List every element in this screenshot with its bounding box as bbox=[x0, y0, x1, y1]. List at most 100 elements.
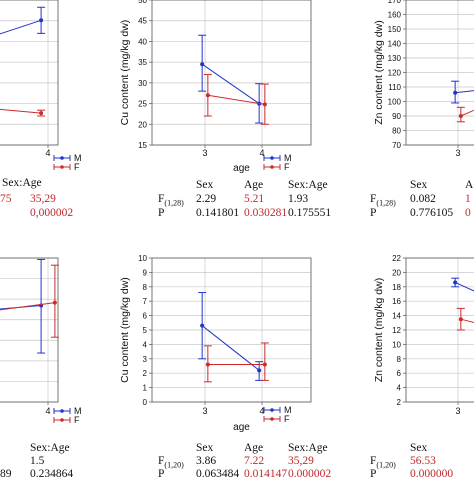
f-label: F bbox=[370, 193, 377, 205]
legend-dot-male bbox=[60, 409, 64, 413]
series-line-M bbox=[454, 282, 474, 292]
f-sub: (1,20) bbox=[376, 460, 396, 470]
mean-point-F bbox=[39, 111, 44, 116]
f-label: F bbox=[158, 193, 165, 205]
stat-topmid-f1: 5.21 bbox=[244, 193, 265, 205]
y-tick-label: 18 bbox=[392, 283, 401, 292]
series-line-M bbox=[455, 90, 474, 94]
y-tick-label: 10 bbox=[392, 340, 401, 349]
mean-point-F bbox=[205, 93, 210, 98]
x-axis-title: age bbox=[233, 422, 250, 433]
x-tick-label: 4 bbox=[259, 406, 264, 416]
legend-label-female: F bbox=[284, 162, 290, 172]
stat-topright-h0: Sex bbox=[410, 179, 428, 191]
stat-topright-h1: A bbox=[465, 179, 474, 191]
plot-frame bbox=[151, 0, 312, 146]
stat-botmid-h1: Age bbox=[244, 442, 264, 454]
stat-topmid-h1: Age bbox=[244, 179, 264, 191]
f-sub: (1,20) bbox=[164, 460, 184, 470]
mean-point-M bbox=[257, 368, 262, 373]
stat-topmid-h2: Sex:Age bbox=[288, 179, 328, 191]
y-tick-label: 30 bbox=[138, 79, 147, 88]
y-axis-title: Cu content (mg/kg dw) bbox=[119, 20, 131, 126]
stat-botmid-h0: Sex bbox=[196, 442, 214, 454]
x-tick-label: 3 bbox=[455, 406, 460, 416]
x-tick-label: 3 bbox=[202, 406, 207, 416]
mean-point-F bbox=[458, 317, 463, 322]
stat-botleft-p: 0.234864 bbox=[30, 468, 74, 480]
f-sub: (1,28) bbox=[164, 198, 184, 208]
legend-dot-male bbox=[270, 408, 274, 412]
y-tick-label: 45 bbox=[138, 17, 147, 26]
legend-dot-female bbox=[270, 417, 274, 421]
f-label: F bbox=[158, 455, 165, 467]
y-tick-label: 10 bbox=[138, 254, 147, 263]
stat-topright-f-label: F(1,28) bbox=[370, 193, 396, 208]
x-tick-label: 3 bbox=[455, 148, 460, 158]
stat-botmid-f1: 7.22 bbox=[244, 455, 265, 467]
stat-botmid-p0: 0.063484 bbox=[196, 468, 240, 480]
y-tick-label: 14 bbox=[392, 312, 401, 321]
y-tick-label: 80 bbox=[392, 127, 401, 136]
stat-botright-p-label: P bbox=[370, 468, 377, 480]
stat-topright-p-label: P bbox=[370, 207, 377, 219]
mean-point-F bbox=[52, 300, 57, 305]
x-tick-label: 4 bbox=[259, 148, 264, 158]
stat-topright-p0: 0.776105 bbox=[410, 207, 454, 219]
legend-dot-male bbox=[60, 156, 64, 160]
mean-point-F bbox=[205, 362, 210, 367]
mean-point-M bbox=[453, 280, 458, 285]
series-line-F bbox=[460, 109, 474, 117]
y-tick-label: 110 bbox=[388, 83, 401, 92]
stat-botmid-f2: 35,29 bbox=[288, 455, 314, 467]
y-tick-label: 3 bbox=[143, 355, 148, 364]
legend-label-male: M bbox=[74, 406, 82, 416]
y-tick-label: 1 bbox=[143, 384, 148, 393]
stat-botright-h0: Sex bbox=[410, 442, 428, 454]
y-tick-label: 2 bbox=[397, 398, 402, 407]
stat-topright-p1: 0 bbox=[465, 207, 471, 219]
y-axis-title: Zn content (mg/kg dw) bbox=[373, 20, 385, 124]
series-line-F bbox=[0, 108, 42, 114]
y-tick-label: 40 bbox=[138, 37, 147, 46]
series-line-M bbox=[0, 19, 42, 35]
y-tick-label: 4 bbox=[143, 340, 148, 349]
series-line-F bbox=[207, 94, 265, 105]
y-tick-label: 50 bbox=[138, 0, 147, 5]
y-tick-label: 5 bbox=[143, 326, 148, 335]
legend-label-female: F bbox=[74, 415, 80, 425]
series-line-M bbox=[201, 63, 260, 104]
stat-topright-f1: 1 bbox=[465, 193, 471, 205]
stat-botright-f0: 56.53 bbox=[410, 455, 436, 467]
legend-dot-female bbox=[270, 165, 274, 169]
legend-label-male: M bbox=[284, 153, 292, 163]
legend-dot-male bbox=[270, 156, 274, 160]
stat-botright-p0: 0.000000 bbox=[410, 468, 454, 480]
stat-botleft-f: 1.5 bbox=[30, 455, 45, 467]
y-tick-label: 90 bbox=[392, 112, 401, 121]
legend-label-male: M bbox=[74, 153, 82, 163]
legend-label-female: F bbox=[284, 414, 290, 424]
legend-label-female: F bbox=[74, 162, 80, 172]
y-tick-label: 20 bbox=[138, 120, 147, 129]
f-sub: (1,28) bbox=[376, 198, 396, 208]
x-axis-title: age bbox=[233, 163, 250, 174]
series-line-M bbox=[201, 325, 260, 371]
y-tick-label: 170 bbox=[388, 0, 402, 5]
stat-botleft-p-partial: 89 bbox=[0, 468, 12, 480]
stat-botmid-p1: 0.014147 bbox=[244, 468, 288, 480]
stat-botleft-header: Sex:Age bbox=[30, 442, 70, 454]
y-tick-label: 8 bbox=[143, 283, 148, 292]
stat-topmid-h0: Sex bbox=[196, 179, 214, 191]
series-line-F bbox=[460, 318, 474, 324]
stat-botmid-h2: Sex:Age bbox=[288, 442, 328, 454]
y-tick-label: 140 bbox=[388, 40, 402, 49]
y-tick-label: 100 bbox=[388, 98, 402, 107]
x-tick-label: 4 bbox=[45, 148, 50, 158]
mean-point-M bbox=[200, 323, 205, 328]
y-tick-label: 4 bbox=[397, 384, 402, 393]
y-tick-label: 2 bbox=[143, 369, 148, 378]
plot-frame bbox=[0, 0, 59, 146]
mean-point-M bbox=[200, 62, 205, 67]
